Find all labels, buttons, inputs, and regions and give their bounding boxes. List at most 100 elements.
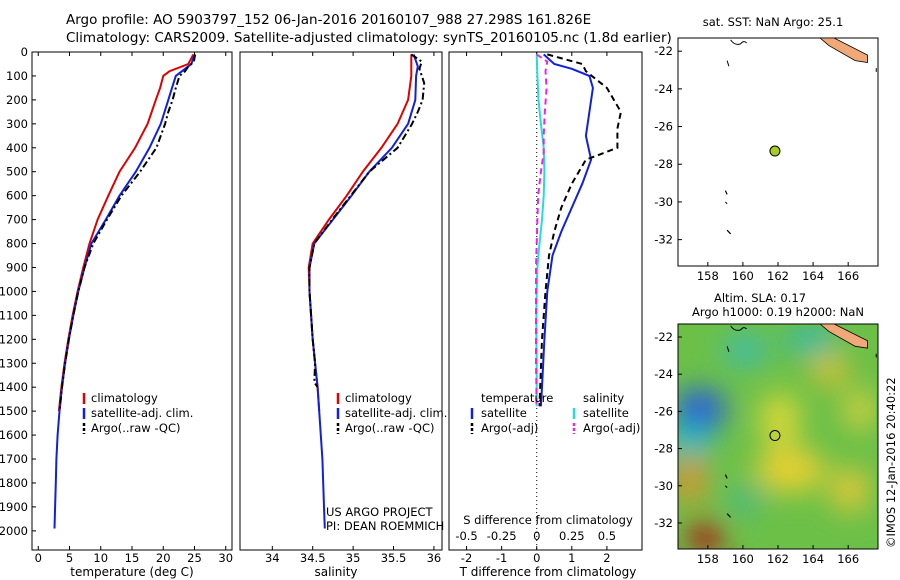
temperature-legend-header: temperature — [481, 391, 553, 405]
lon-tick-label: 164 — [802, 552, 824, 566]
salinity-series-satellite-adj-clim- — [308, 54, 419, 529]
lat-tick-label: -26 — [654, 404, 673, 418]
lat-tick-label: -32 — [654, 516, 673, 530]
t-difference-xlabel: T difference from climatology — [459, 565, 637, 579]
sst-lon-ticks: 158 160 162 164 166 — [697, 262, 859, 283]
salinity-tick-label: 35 — [346, 551, 361, 565]
depth-tick-label: 700 — [6, 213, 28, 227]
lon-tick-label: 162 — [767, 269, 789, 283]
s-difference-tick-label: -0.25 — [487, 529, 517, 543]
lat-tick-label: -26 — [654, 120, 673, 134]
temperature-tick-label: 15 — [125, 551, 140, 565]
difference-tick-label: -2 — [461, 551, 472, 565]
difference-panel: -2 -1 0 1 2 -0.5 -0.25 0 0.25 0.5 S difference f… — [448, 51, 643, 579]
reef-outline — [726, 346, 730, 353]
climatology-title: Climatology: CARS2009. Satellite-adjuste… — [66, 30, 672, 46]
lat-tick-label: -28 — [654, 442, 673, 456]
depth-tick-label: 200 — [6, 93, 28, 107]
temperature-legend-label: climatology — [91, 391, 158, 405]
lon-tick-label: 158 — [697, 552, 719, 566]
s-difference-tick-label: 0.5 — [598, 529, 616, 543]
lat-tick-label: -24 — [654, 82, 673, 96]
lat-tick-label: -28 — [654, 157, 673, 171]
temperature-panel: 0100200300400500600700800900100011001200… — [0, 45, 233, 579]
depth-tick-label: 1400 — [0, 380, 28, 394]
salinity-series-argo-raw-qc- — [308, 53, 426, 388]
reef-outline — [726, 229, 732, 235]
sst-map-panel: sat. SST: NaN Argo: 25.1 158 160 162 164 166… — [654, 15, 879, 283]
depth-tick-label: 1900 — [0, 500, 28, 514]
depth-tick-label: 600 — [6, 189, 28, 203]
reef-outline — [725, 201, 728, 205]
difference-tick-label: 1 — [568, 551, 575, 565]
temperature-series-argo-raw-qc- — [58, 54, 197, 412]
sla-lat-ticks: -22 -24 -26 -28 -30 -32 — [654, 330, 682, 530]
profile-title: Argo profile: AO 5903797_152 06-Jan-2016… — [66, 12, 592, 28]
depth-tick-label: 1600 — [0, 428, 28, 442]
salinity-legend-header: salinity — [583, 391, 624, 405]
temperature-plot-frame — [31, 51, 233, 551]
lon-tick-label: 158 — [697, 269, 719, 283]
reef-outline — [725, 485, 728, 488]
salinity-series — [307, 53, 426, 529]
salinity-plot-frame — [239, 51, 443, 551]
lon-tick-label: 166 — [837, 269, 859, 283]
pi-label: PI: DEAN ROEMMICH — [326, 519, 444, 533]
s-difference-tick-label: -0.5 — [455, 529, 477, 543]
reef-outline — [726, 513, 732, 518]
depth-tick-label: 500 — [6, 165, 28, 179]
depth-tick-label: 1500 — [0, 404, 28, 418]
s-difference-label: S difference from climatology — [463, 513, 633, 527]
reef-outline — [730, 39, 747, 45]
depth-tick-label: 100 — [6, 69, 28, 83]
temperature-series — [53, 53, 197, 529]
s-difference-axis-ticks: -0.5 -0.25 0 0.25 0.5 — [455, 529, 616, 543]
lat-tick-label: -30 — [654, 195, 673, 209]
lon-tick-label: 164 — [802, 269, 824, 283]
difference-series-temperature-satellite — [539, 53, 594, 407]
temperature-legend-label: satellite-adj. clim. — [91, 406, 193, 420]
difference-series-salinity-argo-adj- — [535, 53, 549, 407]
depth-tick-label: 1100 — [0, 308, 28, 322]
lat-tick-label: -30 — [654, 479, 673, 493]
difference-series — [535, 53, 622, 407]
lon-tick-label: 166 — [837, 552, 859, 566]
new-caledonia-land — [819, 323, 868, 349]
lon-tick-label: 160 — [732, 552, 754, 566]
salinity-panel: 34 34.5 35 35.5 36 salinity climatologysatel… — [239, 51, 447, 579]
sla-map-subtitle: Argo h1000: 0.19 h2000: NaN — [692, 305, 864, 319]
sla-map-panel: Altim. SLA: 0.17 Argo h1000: 0.19 h2000:… — [654, 291, 879, 566]
depth-tick-label: 1000 — [0, 284, 28, 298]
temperature-tick-label: 30 — [218, 551, 233, 565]
difference-legend: temperature salinitysatelliteArgo(-adj)sa… — [470, 391, 640, 435]
lat-tick-label: -22 — [654, 330, 673, 344]
difference-tick-label: -1 — [496, 551, 507, 565]
depth-tick-label: 0 — [21, 45, 28, 59]
depth-tick-label: 1200 — [0, 332, 28, 346]
salinity-tick-label: 35.5 — [381, 551, 407, 565]
difference-tick-label: 0 — [533, 551, 540, 565]
difference-plot-frame — [448, 51, 643, 551]
temperature-tick-label: 25 — [187, 551, 202, 565]
temperature-tick-label: 0 — [35, 551, 42, 565]
salinity-legend-label: Argo(..raw -QC) — [345, 421, 435, 435]
depth-tick-label: 2000 — [0, 524, 28, 538]
reef-outline — [724, 474, 728, 479]
salinity-legend-label: satellite-adj. clim. — [345, 406, 447, 420]
s-difference-tick-label: 0.25 — [559, 529, 585, 543]
lon-tick-label: 160 — [732, 269, 754, 283]
sla-heatmap — [678, 324, 878, 549]
salinity-series-climatology — [307, 54, 413, 412]
temperature-legend-label: Argo(..raw -QC) — [91, 421, 181, 435]
coastline — [724, 37, 877, 235]
float-position-marker — [769, 145, 781, 157]
lat-tick-label: -32 — [654, 233, 673, 247]
difference-series-temperature-argo-adj- — [538, 53, 622, 407]
s-difference-tick-label: 0 — [533, 529, 540, 543]
sla-map-title: Altim. SLA: 0.17 — [714, 291, 806, 305]
temperature-series-climatology — [57, 53, 195, 412]
reef-outline — [730, 325, 747, 331]
salinity-axis-ticks: 34 34.5 35 35.5 36 — [265, 52, 441, 565]
project-label: US ARGO PROJECT — [326, 505, 434, 519]
